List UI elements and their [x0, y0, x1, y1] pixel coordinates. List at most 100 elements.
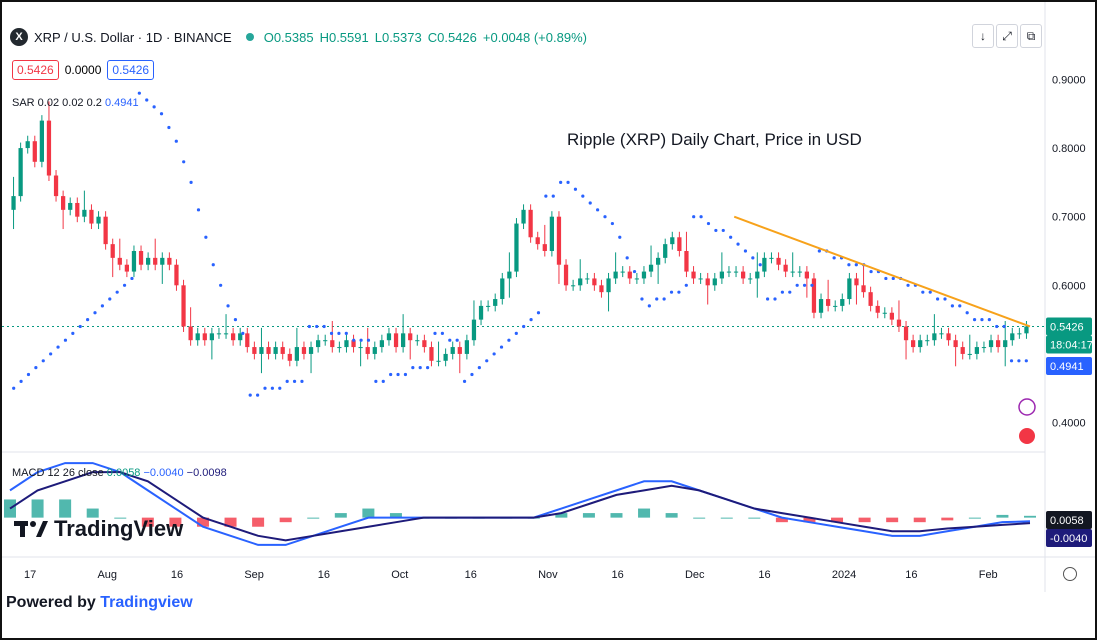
sar-dot: [869, 269, 873, 274]
candle-body: [818, 299, 824, 313]
sar-dot: [485, 359, 489, 363]
sar-dot: [204, 235, 208, 239]
macd-histogram-bar: [334, 513, 347, 518]
candle-body: [174, 264, 179, 286]
candle-body: [592, 278, 597, 286]
macd-histogram-bar: [886, 517, 899, 523]
macd-histogram-bar: [1024, 515, 1036, 518]
candle-body: [946, 333, 951, 341]
candle-body: [528, 209, 533, 238]
sar-dot: [684, 283, 688, 287]
candle-body: [748, 278, 753, 280]
sar-dot: [596, 208, 600, 212]
sar-dot: [706, 221, 711, 226]
tradingview-watermark: TradingView: [14, 516, 183, 542]
candle-body: [712, 278, 717, 286]
sar-dot: [1024, 359, 1028, 363]
buy-price-chip[interactable]: 0.5426: [107, 60, 155, 80]
sar-dot: [477, 366, 481, 370]
candle-body: [571, 285, 576, 287]
macd-histogram-bar: [941, 517, 954, 521]
candle-body: [925, 340, 930, 342]
candle-body: [627, 271, 632, 279]
settings-gear-icon[interactable]: [1063, 567, 1077, 581]
sar-dot: [389, 372, 393, 377]
lightning-icon: [1018, 398, 1036, 416]
macd-value-label-bg: [1046, 511, 1092, 529]
macd-histogram-bar: [224, 517, 237, 527]
sar-dot: [669, 290, 674, 294]
countdown-label: 18:04:17: [1050, 339, 1093, 351]
sar-dot: [573, 187, 578, 191]
sar-dot: [965, 311, 969, 315]
expand-icon[interactable]: ⤢: [996, 24, 1018, 48]
sar-dot: [219, 283, 223, 287]
sar-dot: [529, 318, 533, 322]
sar-dot: [729, 235, 733, 239]
candle-body: [245, 333, 250, 348]
candle-body: [953, 340, 958, 348]
candle-body: [471, 319, 477, 341]
sar-dot: [499, 345, 504, 349]
time-tick-label: 16: [758, 569, 770, 581]
symbol-title[interactable]: XRP / U.S. Dollar · 1D · BINANCE: [34, 29, 232, 45]
macd-legend[interactable]: MACD 12 26 close 0.0058 −0.0040 −0.0098: [12, 467, 227, 479]
candle-body: [294, 347, 299, 361]
sar-dot: [145, 98, 149, 102]
candle-body: [457, 347, 462, 354]
sar-dot: [278, 386, 282, 390]
sar-dot: [403, 372, 408, 377]
sar-dot: [884, 276, 888, 281]
last-price-label-bg: [1046, 317, 1092, 336]
macd-histogram-bar: [307, 517, 320, 519]
sar-dot: [41, 359, 45, 363]
snapshot-icon[interactable]: ⧉: [1020, 24, 1042, 48]
candle-body: [89, 209, 94, 224]
candle-body: [563, 264, 569, 286]
sar-dot: [647, 304, 651, 308]
candle-body: [599, 285, 604, 293]
down-arrow-button[interactable]: ↓: [972, 24, 994, 48]
macd-histogram-bar: [279, 517, 292, 523]
sar-dot: [300, 379, 304, 383]
candle-body: [365, 347, 370, 354]
macd-histogram-bar: [748, 517, 761, 519]
candle-body: [606, 278, 611, 293]
sar-dot: [93, 311, 97, 315]
change-value: +0.0048 (+0.89%): [482, 29, 587, 45]
sar-dot: [522, 324, 526, 329]
sar-dot: [625, 256, 629, 260]
sar-dot: [1002, 324, 1006, 329]
sar-dot: [381, 379, 385, 383]
sar-dot: [322, 324, 326, 329]
candle-body: [117, 257, 122, 265]
high-value: H0.5591: [319, 29, 369, 45]
tradingview-link[interactable]: Tradingview: [100, 594, 193, 611]
sar-dot: [766, 297, 770, 301]
spread-value: 0.0000: [64, 63, 102, 77]
sar-dot: [137, 91, 141, 95]
sar-dot: [63, 338, 68, 342]
candle-body: [323, 340, 328, 342]
macd-histogram-bar: [31, 499, 44, 518]
candle-body: [726, 271, 732, 273]
candle-body: [684, 251, 689, 272]
macd-histogram-bar: [831, 517, 844, 523]
sar-dot: [802, 283, 807, 287]
candle-body: [960, 347, 965, 354]
market-status-icon: [245, 33, 254, 41]
price-chart[interactable]: 0.4000 0.6000 0.7000 0.8000 0.9000 Ripple (XR…: [2, 2, 1095, 592]
candle-body: [301, 347, 307, 354]
sar-legend[interactable]: SAR 0.02 0.02 0.2 0.4941: [12, 97, 139, 109]
sar-dot: [344, 331, 348, 335]
open-value: O0.5385: [263, 29, 314, 45]
candle-body: [153, 257, 158, 265]
sell-price-chip[interactable]: 0.5426: [12, 60, 59, 80]
candle-body: [464, 340, 469, 354]
sar-dot: [662, 297, 666, 301]
candle-body: [316, 340, 321, 348]
sar-dot: [426, 366, 430, 370]
sar-dot: [448, 338, 452, 342]
candle-body: [733, 271, 739, 273]
candle-body: [53, 175, 59, 197]
